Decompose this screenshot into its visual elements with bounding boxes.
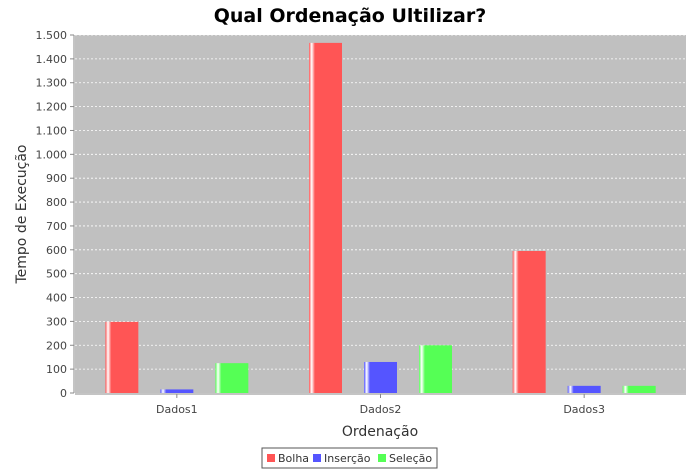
y-tick-label: 300 [46, 315, 67, 328]
chart-title: Qual Ordenação Ultilizar? [214, 5, 487, 27]
y-tick-label: 500 [46, 268, 67, 281]
legend-label-bolha: Bolha [278, 452, 309, 465]
bars-group [105, 42, 656, 393]
y-tick-label: 1.000 [36, 148, 68, 161]
x-tick-label: Dados2 [360, 403, 402, 416]
legend-swatch-seleção [378, 454, 386, 462]
y-tick-label: 600 [46, 244, 67, 257]
bar-inserção-dados3 [567, 385, 601, 393]
y-tick-label: 200 [46, 339, 67, 352]
y-tick-label: 800 [46, 196, 67, 209]
plot-area [75, 35, 686, 393]
bar-bolha-dados1 [105, 321, 139, 393]
x-tick-label: Dados3 [563, 403, 605, 416]
x-axis: Dados1 Dados2 Dados3 [75, 393, 686, 416]
legend-swatch-bolha [267, 454, 275, 462]
bar-seleção-dados2 [419, 345, 452, 393]
y-tick-label: 100 [46, 363, 67, 376]
y-tick-label: 900 [46, 172, 67, 185]
bar-seleção-dados3 [622, 385, 656, 393]
legend-label-seleção: Seleção [389, 452, 432, 465]
bar-bolha-dados2 [309, 42, 342, 393]
bar-bolha-dados3 [512, 250, 546, 393]
x-tick-label: Dados1 [156, 403, 198, 416]
y-tick-label: 700 [46, 220, 67, 233]
y-tick-label: 1.100 [36, 124, 68, 137]
y-axis-label: Tempo de Execução [14, 144, 30, 284]
legend-box [261, 447, 438, 469]
legend-swatch-inserção [313, 454, 321, 462]
bar-seleção-dados1 [215, 363, 249, 393]
bar-inserção-dados2 [364, 361, 397, 393]
y-tick-label: 0 [60, 387, 67, 400]
legend-label-inserção: Inserção [324, 452, 371, 465]
bar-inserção-dados1 [160, 389, 194, 393]
x-axis-label: Ordenação [342, 424, 418, 440]
y-tick-label: 1.200 [36, 101, 68, 114]
y-tick-label: 1.300 [36, 77, 68, 90]
y-axis: 0 100 200 300 400 500 600 700 800 900 1.000 1.100 1.… [36, 29, 75, 400]
y-tick-label: 400 [46, 292, 67, 305]
grid-lines [75, 34, 686, 370]
legend: Bolha Inserção Seleção [261, 447, 438, 469]
y-tick-label: 1.500 [36, 29, 68, 42]
y-tick-label: 1.400 [36, 53, 68, 66]
